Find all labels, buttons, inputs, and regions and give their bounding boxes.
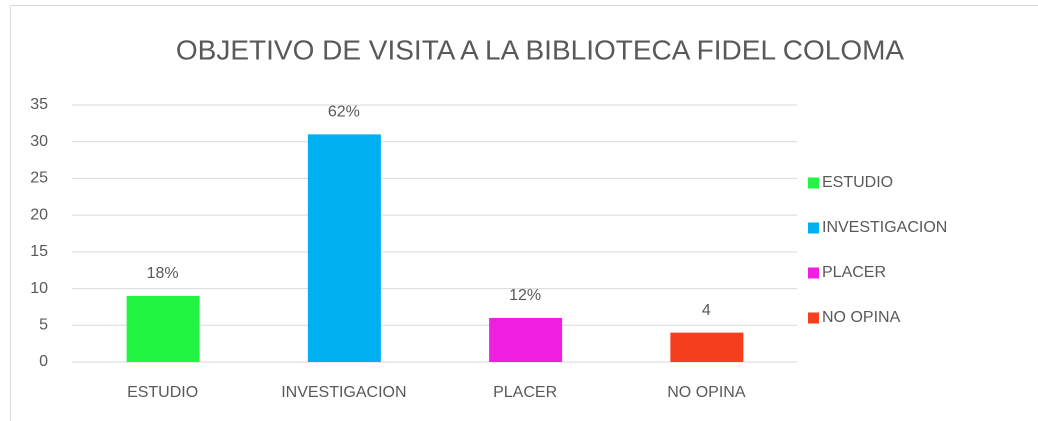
data-label: 18% [147, 265, 179, 282]
y-tick-label: 25 [30, 170, 48, 187]
legend-swatch [808, 222, 819, 234]
y-tick-label: 0 [39, 353, 48, 370]
chart-title: OBJETIVO DE VISITA A LA BIBLIOTECA FIDEL… [176, 34, 905, 65]
legend-swatch [808, 312, 819, 324]
data-label: 62% [328, 104, 360, 121]
y-tick-label: 5 [39, 317, 48, 334]
data-label: 12% [509, 287, 541, 304]
y-tick-label: 35 [30, 96, 48, 113]
bar [307, 134, 381, 362]
legend-label: NO OPINA [822, 309, 901, 326]
legend-swatch [808, 267, 819, 279]
y-tick-label: 20 [30, 206, 48, 223]
legend-label: PLACER [822, 264, 886, 281]
bar [670, 332, 744, 362]
legend-label: ESTUDIO [822, 174, 893, 191]
data-label: 4 [702, 302, 711, 319]
y-tick-label: 15 [30, 243, 48, 260]
x-tick-label: PLACER [493, 384, 557, 401]
y-tick-label: 30 [30, 133, 48, 150]
y-tick-label: 10 [30, 280, 48, 297]
legend-label: INVESTIGACION [822, 219, 947, 236]
x-tick-label: NO OPINA [667, 384, 746, 401]
bar [489, 317, 563, 362]
x-tick-label: INVESTIGACION [281, 384, 406, 401]
legend-swatch [808, 177, 819, 189]
bar [126, 295, 200, 362]
x-tick-label: ESTUDIO [127, 384, 198, 401]
